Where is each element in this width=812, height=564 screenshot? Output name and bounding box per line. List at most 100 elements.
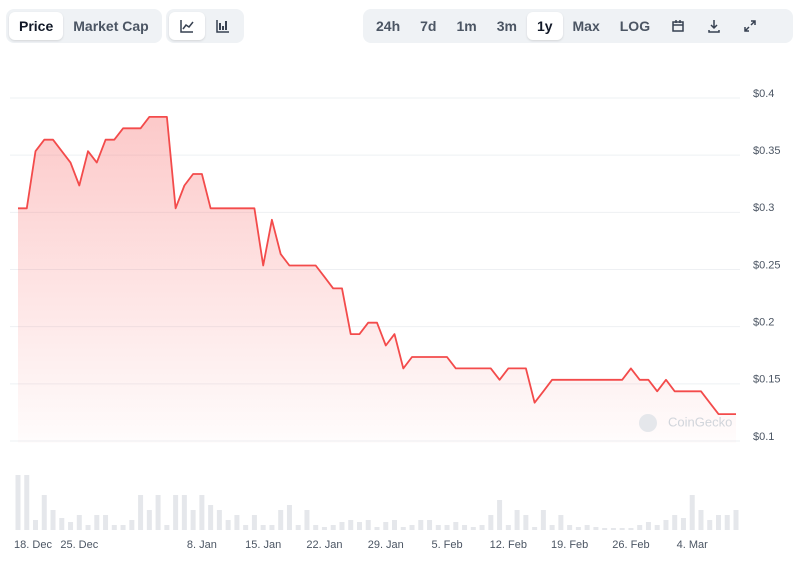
volume-bar [610,528,616,530]
volume-bar [76,515,82,530]
volume-bar [427,520,433,530]
volume-bar [575,527,581,530]
volume-bar [689,495,695,530]
volume-bar [146,510,152,530]
icon [744,20,756,32]
tab-button[interactable]: Market Cap [73,18,149,34]
y-tick-label: $0.1 [753,431,774,443]
volume-bar [497,500,503,530]
tab-button[interactable]: 7d [420,18,437,34]
volume-bar [567,525,573,530]
volume-bar [24,475,30,530]
x-tick-label: 5. Feb [431,539,462,551]
volume-bar [470,527,476,530]
line-icon [180,20,194,33]
volume-bar [111,525,117,530]
x-tick-label: 8. Jan [187,539,217,551]
x-tick-label: 4. Mar [677,539,709,551]
tab-button[interactable]: 3m [496,18,517,34]
volume-bar [602,528,608,530]
volume-bar [164,525,170,530]
tab-button[interactable]: LOG [619,18,651,34]
volume-bar [724,515,730,530]
volume-bar [479,525,485,530]
volume-bar [199,495,205,530]
y-tick-label: $0.3 [753,202,774,214]
volume-bar [593,527,599,530]
volume-bar [234,515,240,530]
x-tick-label: 26. Feb [612,539,649,551]
icon-button[interactable] [696,12,732,40]
volume-bar [654,525,660,530]
volume-bar [181,495,187,530]
x-tick-label: 15. Jan [245,539,281,551]
volume-bar [374,527,380,530]
volume-bar [672,515,678,530]
volume-bar [295,525,301,530]
volume-bar [304,510,310,530]
x-tick-label: 19. Feb [551,539,588,551]
volume-bar [41,495,47,530]
y-tick-label: $0.35 [753,145,781,157]
y-tick-label: $0.2 [753,317,774,329]
volume-bar [120,525,126,530]
volume-bar [523,515,529,530]
volume-bar [251,515,257,530]
volume-bar [208,505,214,530]
volume-bar [365,520,371,530]
icon [708,20,720,33]
volume-bar [173,495,179,530]
volume-bar [628,528,634,530]
volume-bar [488,515,494,530]
line-chart-button[interactable] [169,12,205,40]
volume-bar [505,525,511,530]
volume-bar [532,527,538,530]
tab-button[interactable]: 1y [526,12,563,40]
volume-bar [243,525,249,530]
x-tick-label: 22. Jan [306,539,342,551]
volume-bar [514,510,520,530]
volume-bar [85,525,91,530]
volume-bar [707,520,713,530]
volume-bar [216,510,222,530]
volume-bar [715,515,721,530]
volume-bar [637,525,643,530]
tab-button[interactable]: Price [9,12,64,40]
icon [672,20,684,32]
volume-bar [269,525,275,530]
volume-bar [286,505,292,530]
tab-button[interactable]: Max [572,18,600,34]
volume-bar [409,525,415,530]
x-tick-label: 29. Jan [368,539,404,551]
price-line [18,116,736,415]
volume-bar [462,525,468,530]
volume-bar [155,495,161,530]
volume-bar [138,495,144,530]
volume-bar [348,520,354,530]
volume-bar [33,520,39,530]
volume-bar [444,525,450,530]
candle-chart-button[interactable] [205,12,241,40]
tab-button[interactable]: 1m [456,18,477,34]
volume-bar [418,520,424,530]
volume-bar [321,527,327,530]
metric-tabs: Price Market Cap [6,9,162,43]
watermark: CoinGecko [668,414,732,429]
volume-bar [645,522,651,530]
volume-bar [549,525,555,530]
volume-bar [733,510,739,530]
volume-bar [540,510,546,530]
volume-bar [680,518,686,530]
icon-button[interactable] [732,12,768,40]
y-tick-label: $0.4 [753,88,774,100]
price-area [18,116,736,444]
watermark-logo [639,414,657,432]
volume-bar [278,510,284,530]
volume-bar [59,518,65,530]
volume-bar [50,510,56,530]
x-tick-label: 12. Feb [490,539,527,551]
icon-button[interactable] [660,12,696,40]
volume-bar [103,515,109,530]
tab-button[interactable]: 24h [376,18,401,34]
